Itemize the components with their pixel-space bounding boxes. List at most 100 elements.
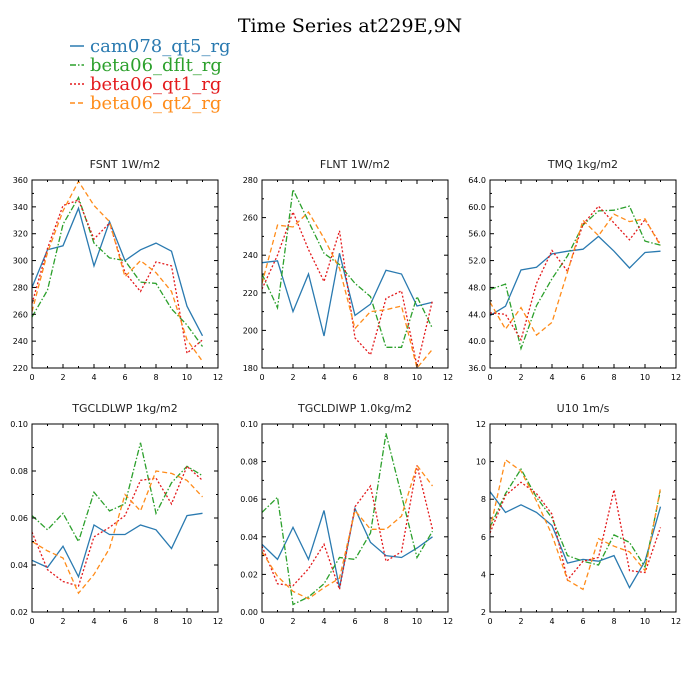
y-tick-label: 260 (13, 310, 28, 319)
y-tick-label: 180 (243, 364, 258, 373)
x-tick-label: 12 (671, 617, 681, 626)
legend: cam078_qt5_rgbeta06_dflt_rgbeta06_qt1_rg… (70, 36, 231, 114)
y-tick-label: 0.02 (240, 570, 258, 579)
y-tick-label: 0.08 (240, 458, 258, 467)
x-tick-label: 0 (487, 617, 492, 626)
x-tick-label: 8 (383, 373, 388, 382)
x-tick-label: 2 (518, 617, 523, 626)
y-tick-label: 220 (243, 289, 258, 298)
series-line-beta06_qt2_rg (490, 213, 662, 337)
series-line-beta06_qt1_rg (490, 481, 662, 582)
chart-panel: TGCLDIWP 1.0kg/m2 0 2 4 6 8 10 12 0.00 0.02 0.04 0.… (240, 402, 453, 626)
panels: FSNT 1W/m20 2 4 6 8 10 12220240260280300320340… (10, 158, 681, 626)
legend-label: beta06_qt2_rg (90, 93, 221, 114)
x-tick-label: 0 (487, 373, 492, 382)
legend-item: cam078_qt5_rg (70, 36, 231, 57)
x-tick-label: 0 (29, 617, 34, 626)
y-tick-label: 220 (13, 364, 28, 373)
x-tick-label: 2 (290, 373, 295, 382)
y-tick-label: 40.0 (468, 337, 486, 346)
series-line-beta06_qt1_rg (262, 210, 434, 367)
x-tick-label: 6 (122, 373, 127, 382)
x-tick-label: 4 (91, 373, 96, 382)
plot-frame (489, 179, 677, 369)
y-tick-label: 360 (13, 176, 28, 185)
series-line-beta06_dflt_rg (262, 433, 434, 606)
y-tick-label: 260 (243, 214, 258, 223)
x-tick-label: 10 (182, 617, 192, 626)
y-tick-label: 0.04 (240, 533, 258, 542)
x-tick-label: 4 (549, 373, 554, 382)
legend-label: beta06_qt1_rg (90, 74, 221, 95)
y-tick-label: 36.0 (468, 364, 486, 373)
y-tick-label: 320 (13, 230, 28, 239)
x-tick-label: 6 (580, 617, 585, 626)
y-tick-label: 8 (481, 495, 486, 504)
legend-label: cam078_qt5_rg (90, 36, 231, 57)
x-tick-label: 10 (640, 373, 650, 382)
x-tick-label: 0 (29, 373, 34, 382)
x-tick-label: 8 (611, 373, 616, 382)
x-tick-label: 12 (213, 617, 223, 626)
legend-item: beta06_qt1_rg (70, 74, 221, 95)
y-tick-label: 300 (13, 257, 28, 266)
x-tick-label: 2 (290, 617, 295, 626)
y-tick-label: 0.04 (10, 561, 28, 570)
x-tick-label: 2 (60, 617, 65, 626)
series-line-beta06_qt1_rg (32, 199, 203, 355)
x-tick-label: 10 (182, 373, 192, 382)
series-line-beta06_qt2_rg (490, 458, 662, 591)
series-line-beta06_dflt_rg (490, 467, 662, 569)
series-line-beta06_qt2_rg (32, 470, 203, 595)
plot-frame (31, 423, 219, 613)
panel-title: TGCLDLWP 1kg/m2 (71, 402, 177, 415)
x-tick-label: 12 (671, 373, 681, 382)
legend-item: beta06_qt2_rg (70, 93, 221, 114)
y-tick-label: 0.10 (240, 420, 258, 429)
panel-title: TMQ 1kg/m2 (547, 158, 618, 171)
x-tick-label: 8 (383, 617, 388, 626)
series-line-cam078_qt5_rg (490, 235, 661, 317)
x-tick-label: 12 (213, 373, 223, 382)
series-line-beta06_dflt_rg (32, 442, 203, 544)
figure-title: Time Series at229E,9N (238, 15, 462, 37)
x-tick-label: 10 (640, 617, 650, 626)
series-line-cam078_qt5_rg (32, 206, 204, 337)
panel-title: FSNT 1W/m2 (90, 158, 161, 171)
y-tick-label: 2 (481, 608, 486, 617)
x-tick-label: 4 (549, 617, 554, 626)
y-tick-label: 6 (481, 533, 486, 542)
series-line-cam078_qt5_rg (490, 491, 662, 589)
x-tick-label: 2 (518, 373, 523, 382)
x-tick-label: 12 (443, 617, 453, 626)
series-line-cam078_qt5_rg (32, 512, 203, 579)
y-tick-label: 0.06 (240, 495, 258, 504)
series-line-beta06_qt2_rg (32, 180, 204, 362)
series-line-cam078_qt5_rg (262, 253, 433, 337)
x-tick-label: 8 (153, 373, 158, 382)
panel-title: FLNT 1W/m2 (320, 158, 390, 171)
series-line-beta06_qt1_rg (262, 465, 434, 592)
y-tick-label: 280 (243, 176, 258, 185)
y-tick-label: 0.06 (10, 514, 28, 523)
y-tick-label: 340 (13, 203, 28, 212)
x-tick-label: 6 (122, 617, 127, 626)
y-tick-label: 60.0 (468, 203, 486, 212)
y-tick-label: 0.02 (10, 608, 28, 617)
chart-panel: TMQ 1kg/m2 0 2 4 6 8 10 12 36.0 40.0 44.0 48.0 52.0 5… (468, 158, 681, 382)
series-line-beta06_dflt_rg (490, 205, 661, 351)
y-tick-label: 4 (481, 570, 486, 579)
series-line-beta06_qt2_rg (262, 463, 434, 600)
series-line-beta06_qt1_rg (32, 465, 203, 587)
series-line-beta06_qt1_rg (490, 205, 662, 342)
y-tick-label: 44.0 (468, 310, 486, 319)
x-tick-label: 12 (443, 373, 453, 382)
x-tick-label: 6 (580, 373, 585, 382)
y-tick-label: 0.10 (10, 420, 28, 429)
series-line-beta06_qt2_rg (262, 210, 434, 368)
plot-frame (489, 423, 677, 613)
series-line-beta06_dflt_rg (32, 195, 204, 347)
panel-title: TGCLDIWP 1.0kg/m2 (297, 402, 412, 415)
